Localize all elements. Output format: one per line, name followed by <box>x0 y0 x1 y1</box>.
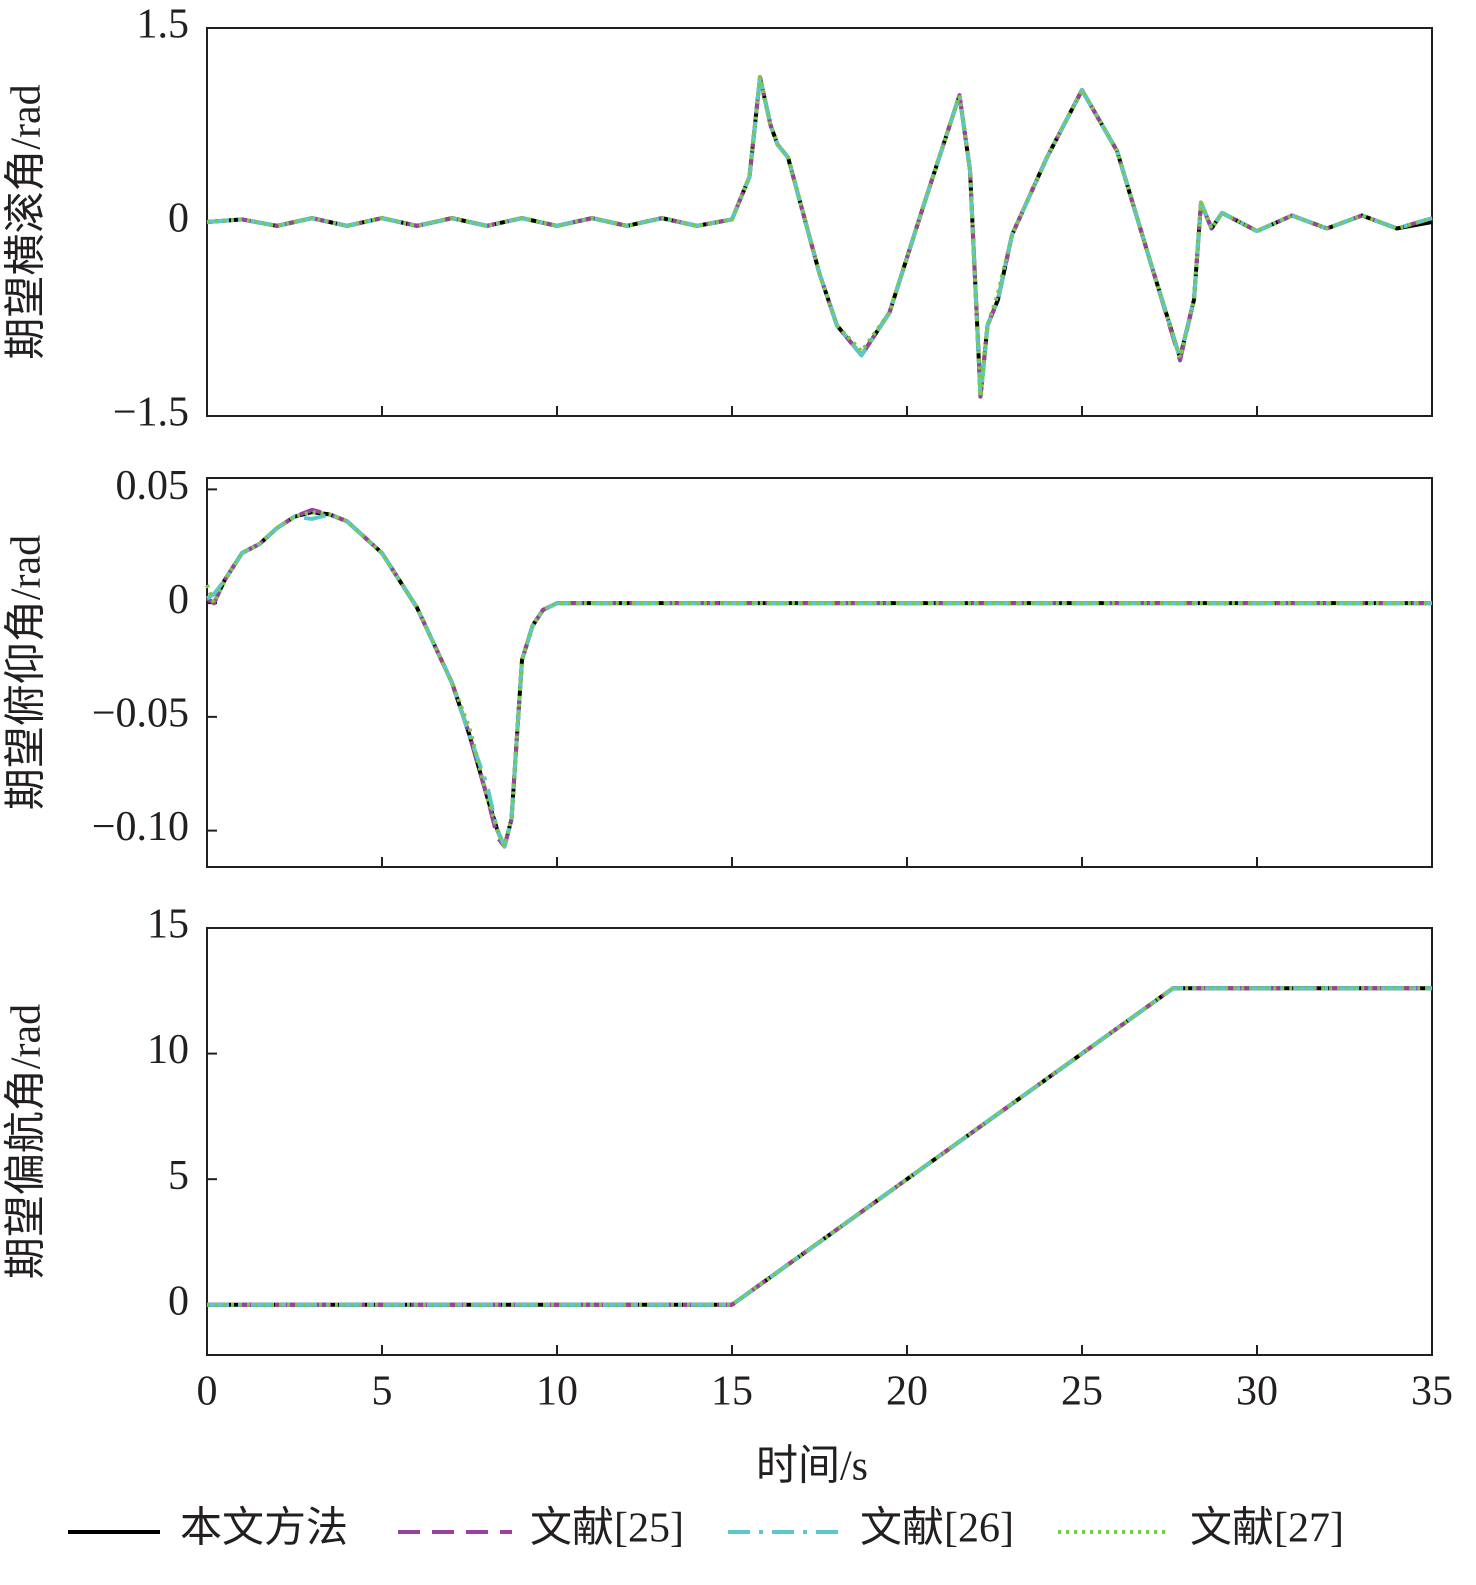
series-line <box>206 75 1433 399</box>
y-axis-label: 期望横滚角/rad <box>4 84 50 359</box>
series-line <box>207 986 1432 1307</box>
y-tick-label: −0.10 <box>92 804 189 850</box>
series-line <box>205 507 1432 849</box>
series-line <box>206 75 1433 399</box>
x-tick-label: 35 <box>1411 1369 1453 1415</box>
series-line <box>207 986 1432 1307</box>
x-tick-label: 0 <box>197 1369 218 1415</box>
y-tick-label: 0 <box>168 1278 189 1324</box>
x-tick-label: 25 <box>1061 1369 1103 1415</box>
series-line <box>206 75 1433 402</box>
legend-label: 本文方法 <box>180 1505 348 1552</box>
series-line <box>207 986 1432 1307</box>
x-axis-label: 时间/s <box>756 1444 868 1490</box>
y-axis-label: 期望偏航角/rad <box>3 1004 50 1279</box>
plot-frame <box>206 477 1433 868</box>
y-tick-label: 0 <box>168 577 189 623</box>
x-tick-label: 30 <box>1236 1369 1278 1415</box>
x-tick-label: 10 <box>536 1369 578 1415</box>
x-tick-label: 20 <box>886 1369 928 1415</box>
series-line <box>205 510 1432 849</box>
legend-label: 文献[26] <box>860 1505 1014 1552</box>
series-line <box>206 75 1433 399</box>
series-line <box>205 510 1432 849</box>
plot-frame <box>206 927 1433 1356</box>
legend-label: 文献[27] <box>1190 1505 1344 1552</box>
x-tick-label: 5 <box>372 1369 393 1415</box>
series-line <box>207 986 1432 1307</box>
y-tick-label: 10 <box>147 1027 189 1073</box>
x-tick-label: 15 <box>711 1369 753 1415</box>
y-tick-label: −0.05 <box>92 691 189 737</box>
legend-label: 文献[25] <box>530 1505 684 1552</box>
y-tick-label: 1.5 <box>137 2 190 48</box>
y-tick-label: 5 <box>168 1153 189 1199</box>
y-tick-label: 0 <box>168 196 189 242</box>
y-tick-label: 0.05 <box>116 463 190 509</box>
y-tick-label: −1.5 <box>113 390 189 436</box>
y-tick-label: 15 <box>147 902 189 948</box>
y-axis-label: 期望俯仰角/rad <box>3 535 50 810</box>
